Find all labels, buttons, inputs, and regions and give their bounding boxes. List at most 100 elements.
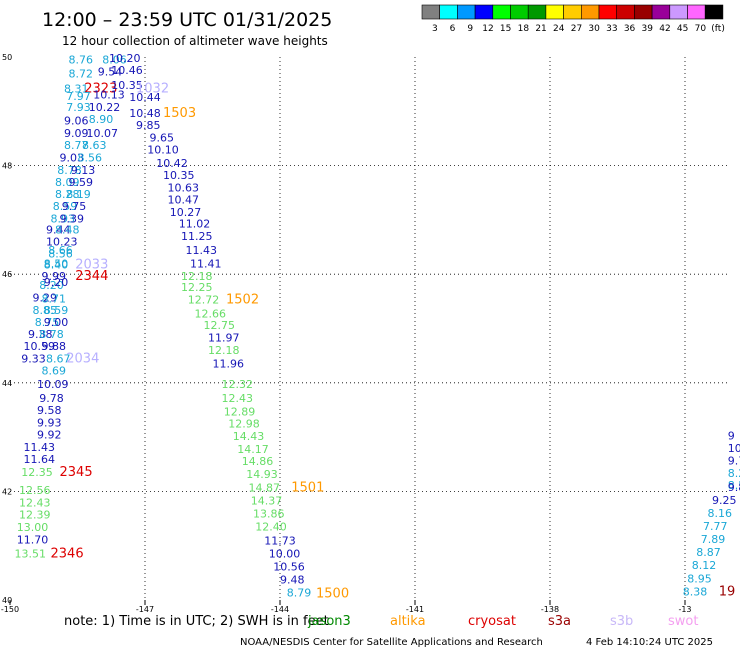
- wave-height-label: 10.23: [46, 236, 78, 249]
- grid-lines: [10, 57, 730, 600]
- note-text: note: 1) Time is in UTC; 2) SWH is in fe…: [64, 614, 329, 629]
- wave-height-label: 9.59: [69, 176, 94, 189]
- map-subtitle: 12 hour collection of altimeter wave hei…: [62, 34, 328, 48]
- wave-height-label: 8.79: [287, 586, 312, 599]
- wave-height-label: 8.06: [102, 54, 127, 67]
- satellite-label: altika: [390, 614, 426, 629]
- wave-height-label: 8.28: [55, 188, 80, 201]
- wave-height-label: 9.81: [728, 481, 740, 494]
- wave-height-label: 12.89: [224, 406, 256, 419]
- wave-height-label: 8.72: [69, 67, 94, 80]
- wave-height-label: 8.78: [57, 164, 82, 177]
- satellite-legend: jason3 altika cryosat s3a s3b swot: [307, 614, 698, 629]
- wave-height-label: 9.33: [21, 352, 46, 365]
- wave-height-label: 9.00: [44, 316, 69, 329]
- y-tick-label: 46: [2, 270, 12, 279]
- legend-swatch: [421, 4, 441, 20]
- wave-height-label: 10.47: [168, 193, 200, 206]
- wave-height-label: 11.73: [264, 534, 296, 547]
- wave-height-label: 14.93: [246, 468, 278, 481]
- wave-height-label: 8.31: [64, 82, 89, 95]
- wave-height-label: 9.13: [71, 164, 96, 177]
- wave-height-label: 12.35: [21, 466, 53, 479]
- wave-height-label: 19: [719, 584, 736, 599]
- satellite-label: s3a: [548, 614, 571, 629]
- wave-height-label: 9.54: [98, 66, 123, 79]
- wave-height-label: 8.71: [42, 293, 67, 306]
- wave-height-label: 8.09: [55, 176, 80, 189]
- wave-height-label: 9.7: [728, 454, 740, 467]
- wave-height-label: 10.46: [111, 64, 143, 77]
- wave-height-label: 8.38: [683, 585, 708, 598]
- wave-height-label: 12.98: [228, 418, 260, 431]
- wave-height-label: 9: [728, 429, 735, 442]
- legend-swatch: [474, 4, 494, 20]
- wave-height-label: 2323: [84, 81, 117, 96]
- satellite-label: jason3: [307, 614, 351, 629]
- wave-height-label: 9.09: [64, 127, 89, 140]
- wave-height-label: 10.56: [273, 560, 305, 573]
- wave-height-label: 10.35: [111, 79, 143, 92]
- wave-height-label: 11.43: [24, 441, 56, 454]
- wave-height-label: 12.43: [19, 496, 51, 509]
- wave-height-label: 8.16: [708, 507, 733, 520]
- wave-height-label: 13.00: [17, 521, 49, 534]
- y-tick-label: 40: [2, 596, 12, 605]
- x-tick-label: -138: [541, 605, 559, 614]
- wave-height-label: 12.18: [181, 270, 213, 283]
- wave-height-label: 11.41: [190, 257, 222, 270]
- legend-label: 45: [677, 24, 688, 34]
- legend-label: 33: [606, 24, 617, 34]
- wave-height-label: 2034: [66, 351, 99, 366]
- wave-height-label: 8.5: [728, 479, 740, 492]
- wave-height-label: 10.42: [156, 157, 188, 170]
- legend-swatch: [598, 4, 618, 20]
- wave-height-label: 9.06: [64, 115, 89, 128]
- wave-height-label: 11.43: [186, 244, 218, 257]
- wave-height-label: 7.77: [703, 520, 728, 533]
- wave-height-label: 14.17: [237, 443, 269, 456]
- wave-height-label: 9.03: [60, 151, 85, 164]
- wave-height-label: 9.65: [150, 131, 175, 144]
- legend-unit: (ft): [711, 24, 725, 34]
- legend-label: 3: [432, 24, 438, 34]
- legend-label: 39: [642, 24, 654, 34]
- wave-height-label: 10.10: [147, 143, 179, 156]
- wave-height-label: 11.70: [17, 534, 49, 547]
- color-legend: 3 6 9 12 15 18 21 24 27 30 33 36 39 42 45 70 (ft): [421, 4, 725, 34]
- footer-credit: NOAA/NESDIS Center for Satellite Applica…: [240, 637, 543, 648]
- wave-height-label: 1502: [226, 293, 259, 308]
- satellite-label: swot: [668, 614, 698, 629]
- wave-height-label: 8.56: [78, 151, 103, 164]
- wave-height-label: 11.02: [179, 218, 211, 231]
- wave-height-label: 12.25: [181, 281, 213, 294]
- wave-height-label: 12.72: [188, 294, 220, 307]
- wave-height-label: 14.37: [251, 495, 283, 508]
- wave-height-label: 8.19: [66, 188, 91, 201]
- wave-height-label: 12.39: [19, 509, 51, 522]
- wave-height-label: 1032: [136, 81, 169, 96]
- wave-height-label: 9.99: [42, 270, 67, 283]
- wave-height-label: 8.76: [69, 54, 94, 67]
- wave-height-label: 12.18: [208, 344, 240, 357]
- wave-height-label: 8.93: [51, 212, 76, 225]
- legend-swatch: [510, 4, 529, 20]
- wave-height-label: 8.59: [53, 200, 78, 213]
- legend-label: 9: [467, 24, 473, 34]
- wave-height-label: 10: [728, 442, 740, 455]
- legend-swatch: [580, 4, 600, 20]
- wave-height-label: 12.66: [195, 307, 227, 320]
- wave-height-label: 10.35: [163, 169, 195, 182]
- footer-timestamp: 4 Feb 14:10:24 UTC 2025: [586, 637, 713, 648]
- y-tick-label: 42: [2, 487, 12, 496]
- wave-height-label: 1503: [163, 106, 196, 121]
- legend-swatch: [669, 4, 688, 20]
- wave-height-label: 9.20: [44, 276, 69, 289]
- wave-height-label: 8.48: [55, 224, 80, 237]
- wave-height-label: 14.43: [233, 430, 265, 443]
- wave-height-label: 9.44: [46, 224, 71, 237]
- wave-height-label: 11.97: [208, 332, 240, 345]
- wave-height-label: 1501: [291, 481, 324, 496]
